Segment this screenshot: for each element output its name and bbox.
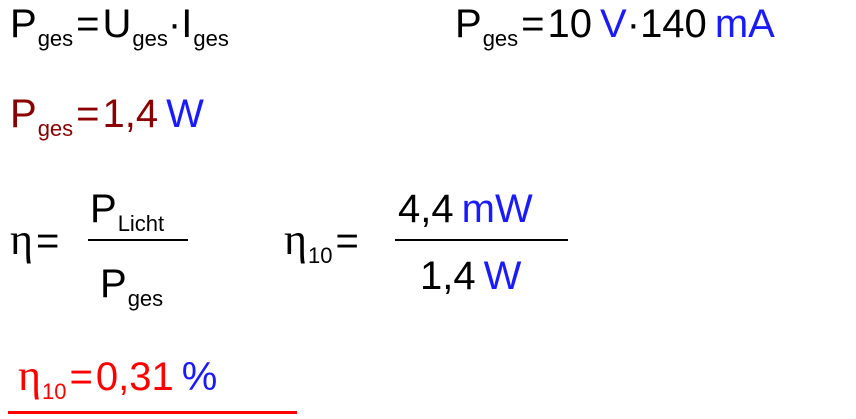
symbol: η	[10, 215, 34, 264]
unit: %	[181, 355, 218, 399]
subscript: ges	[482, 26, 519, 51]
equals: =	[521, 2, 545, 46]
symbol: P	[455, 2, 482, 46]
symbol: P	[90, 187, 117, 231]
equals: =	[76, 92, 100, 136]
symbol: P	[10, 92, 37, 136]
symbol: I	[181, 2, 193, 46]
numerator: PLicht	[90, 189, 164, 235]
underline	[8, 411, 297, 414]
symbol: P	[10, 2, 37, 46]
subscript: ges	[37, 26, 74, 51]
fraction-bar	[88, 239, 188, 241]
unit: W	[483, 254, 522, 298]
subscript: 10	[42, 379, 67, 404]
symbol: η	[284, 215, 308, 264]
unit: mW	[461, 187, 533, 231]
dot: ·	[167, 2, 182, 46]
numerator: 4,4 mW	[398, 189, 533, 229]
efficiency-symbol: η=	[10, 218, 62, 262]
equals: =	[69, 355, 93, 399]
unit: W	[166, 92, 204, 136]
value: 4,4	[398, 187, 454, 231]
subscript: ges	[37, 116, 74, 141]
efficiency-symbol: η10=	[284, 218, 362, 267]
subscript: ges	[132, 26, 168, 51]
symbol: U	[102, 2, 132, 46]
value: 140	[640, 2, 707, 46]
value: 10	[547, 2, 593, 46]
dot: ·	[626, 2, 641, 46]
subscript: Licht	[117, 211, 165, 236]
symbol: η	[18, 351, 42, 400]
formula-efficiency-result: η10=0,31 %	[18, 354, 217, 403]
symbol: P	[100, 262, 127, 306]
value: 1,4	[102, 92, 159, 136]
subscript: 10	[308, 243, 333, 268]
formula-power-values: Pges=10 V·140 mA	[455, 4, 775, 50]
subscript: ges	[127, 286, 164, 311]
formula-power: Pges=Uges·Iges	[10, 4, 229, 50]
denominator: 1,4 W	[420, 256, 521, 296]
unit: mA	[714, 2, 775, 46]
subscript: ges	[193, 26, 229, 51]
value: 1,4	[420, 254, 476, 298]
unit: V	[600, 2, 627, 46]
fraction-bar	[395, 239, 568, 241]
equals: =	[335, 219, 359, 263]
value: 0,31	[95, 355, 174, 399]
denominator: Pges	[100, 264, 163, 310]
equals: =	[76, 2, 100, 46]
equals: =	[36, 219, 60, 263]
formula-power-result: Pges=1,4 W	[10, 94, 204, 140]
